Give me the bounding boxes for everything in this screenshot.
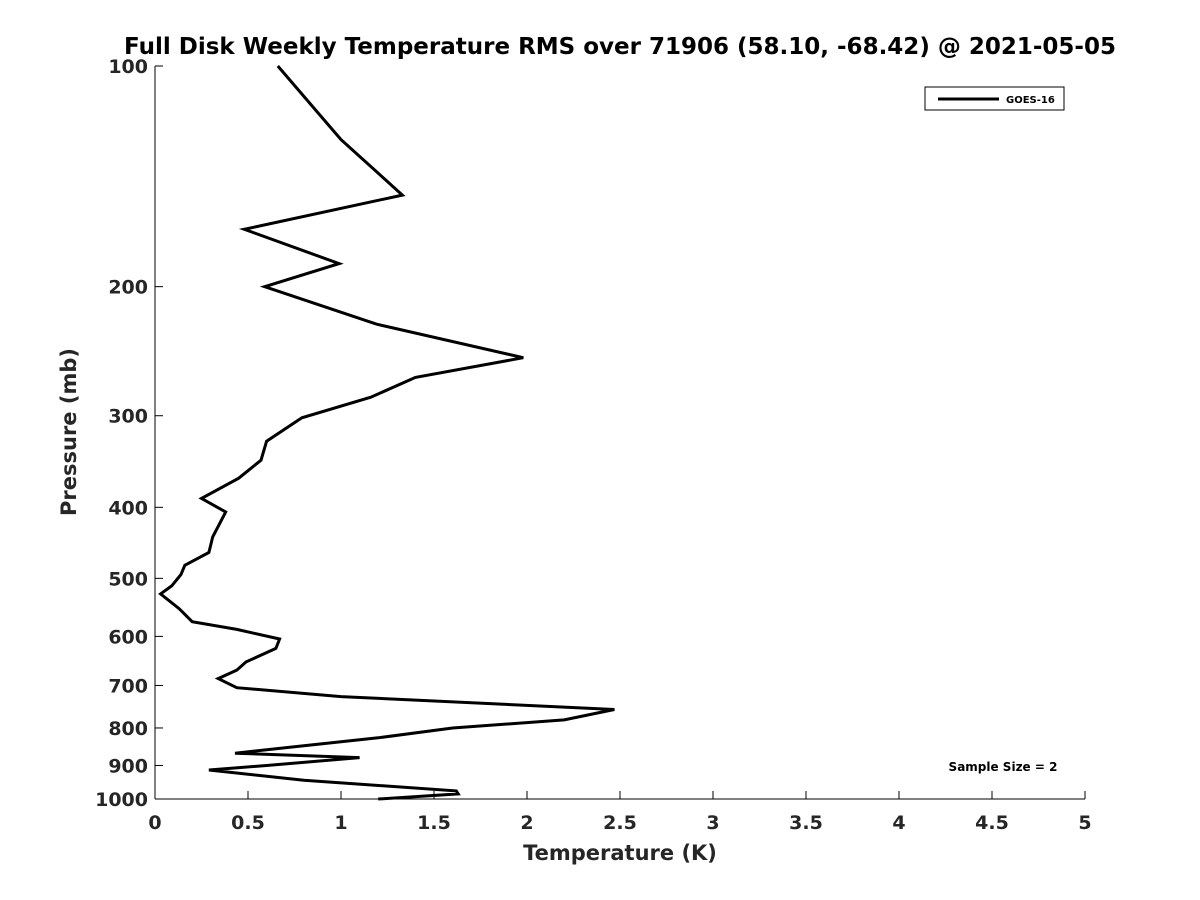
- x-ticks: 0 0.5 1 1.5 2 2.5 3 3.5 4 4.5 5: [148, 791, 1092, 834]
- y-tick-label: 900: [108, 755, 148, 777]
- x-tick-label: 1: [334, 812, 347, 834]
- y-tick-label: 500: [108, 568, 148, 590]
- x-tick-label: 0.5: [231, 812, 265, 834]
- x-tick-label: 3: [706, 812, 719, 834]
- x-axis-label: Temperature (K): [523, 841, 717, 865]
- y-tick-label: 600: [108, 626, 148, 648]
- y-tick-label: 400: [108, 497, 148, 519]
- y-tick-label: 700: [108, 675, 148, 697]
- x-tick-label: 1.5: [417, 812, 451, 834]
- chart-title: Full Disk Weekly Temperature RMS over 71…: [124, 34, 1116, 60]
- x-tick-label: 3.5: [789, 812, 823, 834]
- plot-area: 0 0.5 1 1.5 2 2.5 3 3.5 4 4.5 5 100 200 300 400 500 600…: [95, 56, 1092, 834]
- legend: GOES-16: [924, 86, 1065, 111]
- series-layer: [158, 65, 615, 801]
- x-tick-label: 0: [148, 812, 161, 834]
- x-tick-label: 2: [520, 812, 533, 834]
- y-tick-label: 100: [108, 56, 148, 78]
- y-ticks: 100 200 300 400 500 600 700 800 900 1000: [95, 56, 163, 811]
- x-tick-label: 4: [892, 812, 905, 834]
- y-tick-label: 200: [108, 277, 148, 299]
- y-axis-label: Pressure (mb): [57, 348, 81, 516]
- y-tick-label: 800: [108, 718, 148, 740]
- x-tick-label: 4.5: [975, 812, 1009, 834]
- x-tick-label: 2.5: [603, 812, 637, 834]
- sample-size-annotation: Sample Size = 2: [949, 760, 1058, 774]
- y-tick-label: 300: [108, 406, 148, 428]
- y-tick-label: 1000: [95, 789, 148, 811]
- x-tick-label: 5: [1078, 812, 1091, 834]
- legend-entry: GOES-16: [1006, 95, 1055, 106]
- series-line-goes-16: [158, 65, 615, 801]
